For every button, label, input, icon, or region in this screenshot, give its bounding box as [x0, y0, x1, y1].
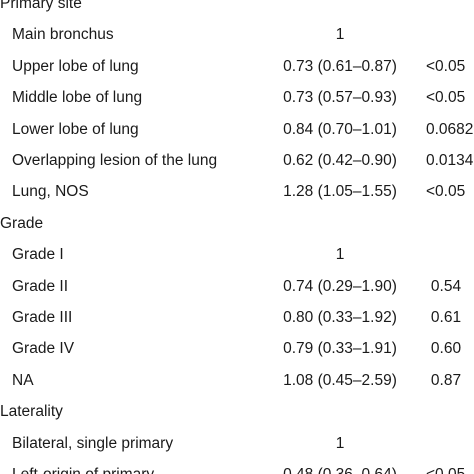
p-value-cell: <0.05 — [426, 461, 465, 474]
hazard-ratio-cell: 1.08 (0.45–2.59) — [283, 371, 397, 389]
table-row: Middle lobe of lung 0.73 (0.57–0.93) <0.05 — [0, 84, 474, 112]
row-label: Grade II — [12, 277, 68, 295]
section-title: Primary site — [0, 0, 82, 12]
row-label: Grade III — [12, 309, 73, 326]
row-label: Grade IV — [12, 340, 75, 358]
p-value-cell: 0.87 — [430, 371, 462, 389]
table-row: Grade III 0.80 (0.33–1.92) 0.61 — [0, 304, 474, 332]
p-value-cell: <0.05 — [426, 57, 466, 75]
row-label: Bilateral, single primary — [12, 434, 174, 452]
hazard-ratio-cell: 0.79 (0.33–1.91) — [283, 340, 397, 358]
row-label: Overlapping lesion of the lung — [12, 152, 218, 169]
table-row: Bilateral, single primary 1 — [0, 430, 474, 458]
table-row: Upper lobe of lung 0.73 (0.61–0.87) <0.05 — [0, 53, 474, 81]
table-row: Left-origin of primary 0.48 (0.36–0.64) <0… — [0, 461, 474, 474]
hazard-ratio-cell: 0.73 (0.61–0.87) — [283, 57, 397, 75]
row-label: Lung, NOS — [12, 183, 89, 201]
section-header-row: Grade — [0, 210, 474, 238]
table-row: Grade I 1 — [0, 241, 474, 269]
hazard-ratio-cell: 0.62 (0.42–0.90) — [283, 152, 397, 169]
hazard-ratio-cell: 1.28 (1.05–1.55) — [283, 183, 397, 201]
section-title: Laterality — [0, 403, 63, 421]
table-row: Lower lobe of lung 0.84 (0.70–1.01) 0.0682 — [0, 116, 474, 144]
table-row: Main bronchus 1 — [0, 21, 474, 49]
hazard-ratio-cell: 0.84 (0.70–1.01) — [283, 120, 397, 138]
table-row: Grade IV 0.79 (0.33–1.91) 0.60 — [0, 335, 474, 363]
row-label: Lower lobe of lung — [12, 120, 139, 138]
hazard-ratio-cell: 1 — [335, 246, 345, 264]
section-header-row: Primary site — [0, 0, 474, 18]
table-row: Overlapping lesion of the lung 0.62 (0.42… — [0, 147, 474, 175]
row-label: Grade I — [12, 246, 64, 264]
table-row: NA 1.08 (0.45–2.59) 0.87 — [0, 367, 474, 395]
p-value-cell: <0.05 — [426, 89, 466, 107]
hazard-ratio-cell: 0.48 (0.36–0.64) — [280, 461, 400, 474]
p-value-cell: 0.0134 — [426, 152, 474, 169]
row-label: Left-origin of primary — [12, 461, 154, 474]
table-row: Lung, NOS 1.28 (1.05–1.55) <0.05 — [0, 178, 474, 206]
section-header-row: Laterality — [0, 398, 474, 426]
hazard-ratio-cell: 1 — [335, 26, 345, 44]
p-value-cell: 0.61 — [430, 309, 462, 326]
p-value-cell: <0.05 — [426, 183, 466, 201]
hazard-ratio-cell: 0.80 (0.33–1.92) — [283, 309, 397, 326]
p-value-cell: 0.0682 — [426, 120, 474, 138]
hazard-ratio-cell: 1 — [335, 434, 345, 452]
row-label: Middle lobe of lung — [12, 89, 143, 107]
row-label: NA — [12, 371, 34, 389]
row-label: Main bronchus — [12, 26, 114, 44]
table-row: Grade II 0.74 (0.29–1.90) 0.54 — [0, 273, 474, 301]
hazard-ratio-cell: 0.73 (0.57–0.93) — [283, 89, 397, 107]
hazard-ratio-cell: 0.74 (0.29–1.90) — [283, 277, 397, 295]
p-value-cell: 0.60 — [430, 340, 462, 358]
p-value-cell: 0.54 — [430, 277, 462, 295]
section-title: Grade — [0, 214, 44, 232]
row-label: Upper lobe of lung — [12, 57, 139, 75]
